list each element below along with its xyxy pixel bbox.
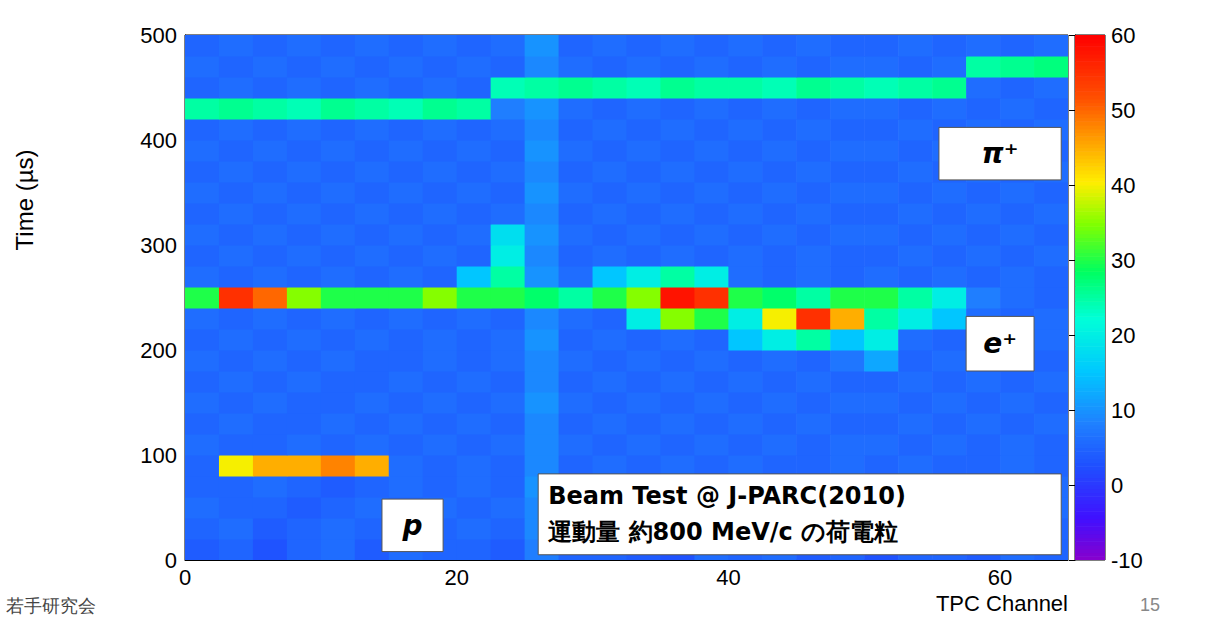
- svg-text:60: 60: [1111, 23, 1135, 48]
- svg-text:200: 200: [140, 338, 177, 363]
- svg-text:0: 0: [1111, 473, 1123, 498]
- svg-text:30: 30: [1111, 248, 1135, 273]
- svg-text:15: 15: [1140, 595, 1160, 615]
- svg-text:300: 300: [140, 233, 177, 258]
- svg-text:運動量 約800 MeV/c の荷電粒: 運動量 約800 MeV/c の荷電粒: [548, 518, 898, 546]
- svg-text:0: 0: [179, 565, 191, 590]
- svg-text:TPC Channel: TPC Channel: [936, 591, 1068, 616]
- svg-text:40: 40: [1111, 173, 1135, 198]
- svg-text:p: p: [402, 509, 423, 542]
- svg-text:Time (µs): Time (µs): [11, 150, 38, 251]
- svg-text:π⁺: π⁺: [982, 137, 1019, 170]
- svg-text:若手研究会: 若手研究会: [6, 595, 96, 616]
- svg-text:10: 10: [1111, 398, 1135, 423]
- svg-text:500: 500: [140, 23, 177, 48]
- svg-text:Beam Test @ J-PARC(2010): Beam Test @ J-PARC(2010): [548, 482, 906, 510]
- svg-text:100: 100: [140, 443, 177, 468]
- svg-text:20: 20: [1111, 323, 1135, 348]
- svg-text:60: 60: [988, 565, 1012, 590]
- svg-text:400: 400: [140, 128, 177, 153]
- svg-text:50: 50: [1111, 98, 1135, 123]
- svg-text:20: 20: [444, 565, 468, 590]
- svg-text:-10: -10: [1111, 548, 1143, 573]
- svg-text:0: 0: [165, 548, 177, 573]
- svg-text:40: 40: [716, 565, 740, 590]
- svg-text:e⁺: e⁺: [983, 327, 1017, 360]
